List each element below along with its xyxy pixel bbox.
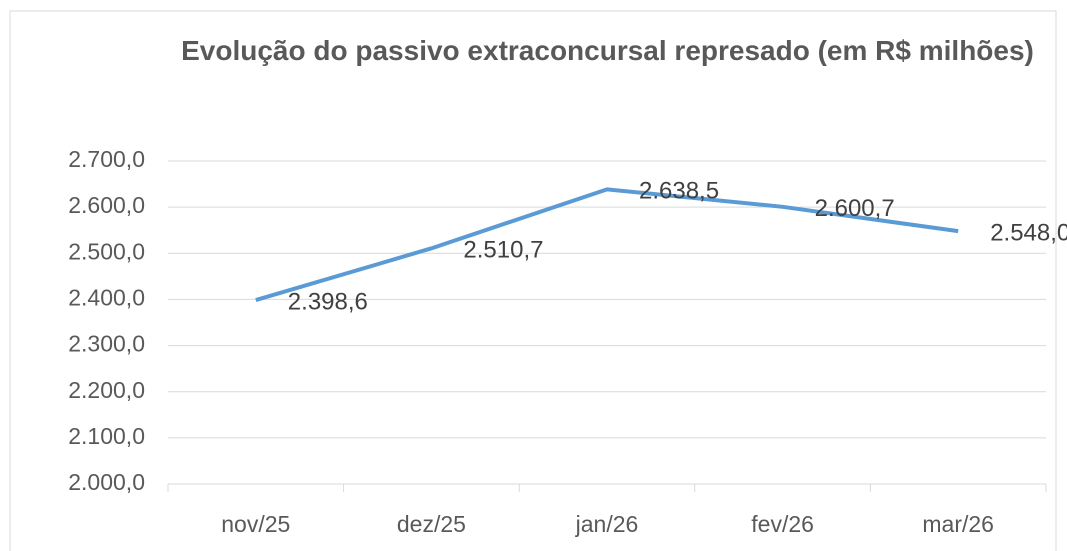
chart-border — [9, 10, 1057, 551]
x-tick-label: dez/25 — [397, 511, 466, 537]
y-tick-label: 2.100,0 — [68, 423, 145, 449]
data-label: 2.600,7 — [815, 195, 895, 222]
y-tick-label: 2.000,0 — [68, 469, 145, 495]
x-tick-label: fev/26 — [751, 511, 814, 537]
data-label: 2.548,0 — [990, 219, 1067, 246]
x-tick-label: mar/26 — [922, 511, 994, 537]
data-label: 2.510,7 — [463, 237, 543, 264]
series-line — [255, 187, 959, 302]
y-tick-label: 2.700,0 — [68, 146, 145, 172]
data-label: 2.638,5 — [639, 178, 719, 205]
y-tick-label: 2.600,0 — [68, 192, 145, 218]
y-tick-label: 2.500,0 — [68, 238, 145, 264]
x-tick-label: nov/25 — [221, 511, 290, 537]
data-label: 2.398,6 — [288, 288, 368, 315]
y-tick-label: 2.200,0 — [68, 377, 145, 403]
y-tick-label: 2.300,0 — [68, 331, 145, 357]
chart-title: Evolução do passivo extraconcursal repre… — [181, 35, 1034, 66]
y-tick-label: 2.400,0 — [68, 285, 145, 311]
x-tick-label: jan/26 — [575, 511, 639, 537]
